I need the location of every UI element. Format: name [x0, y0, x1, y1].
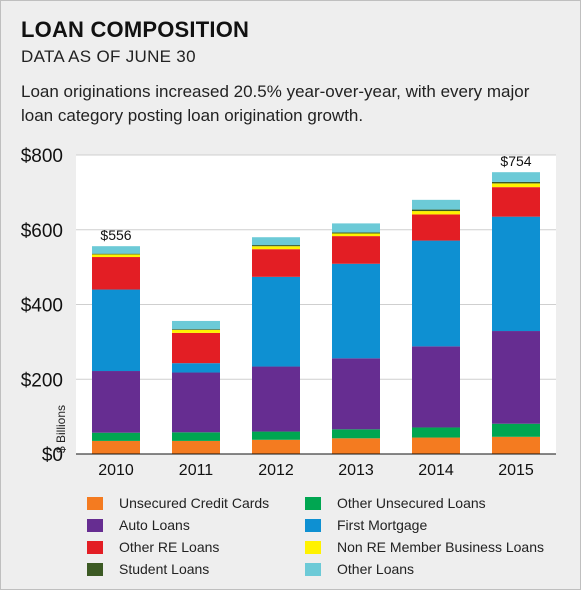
legend-item: Non RE Member Business Loans — [305, 537, 544, 557]
bar-segment-other-unsecured-loans — [412, 427, 460, 438]
bar-segment-first-mortgage — [412, 240, 460, 347]
bar-segment-student-loans — [332, 232, 380, 234]
bars — [92, 172, 540, 454]
x-tick-label: 2013 — [338, 462, 374, 479]
bar-segment-unsecured-credit-cards — [412, 437, 460, 454]
legend-item: Auto Loans — [87, 515, 190, 535]
y-tick-label: $0 — [42, 445, 63, 466]
bar-segment-other-loans — [172, 320, 220, 330]
bar-segment-other-unsecured-loans — [492, 423, 540, 437]
bar-segment-first-mortgage — [252, 276, 300, 367]
chart-description: Loan originations increased 20.5% year-o… — [21, 82, 530, 125]
bar-segment-auto-loans — [492, 331, 540, 424]
legend-label: Non RE Member Business Loans — [337, 539, 544, 555]
legend-label: Other Unsecured Loans — [337, 495, 486, 511]
bar-segment-other-loans — [412, 199, 460, 210]
gridlines — [76, 154, 556, 380]
x-tick-label: 2015 — [498, 462, 534, 479]
bar-segment-auto-loans — [252, 366, 300, 432]
legend-swatch — [87, 540, 103, 554]
legend-label: Auto Loans — [119, 517, 190, 533]
total-label: $754 — [500, 153, 531, 169]
y-tick-label: $200 — [21, 370, 63, 391]
bar-segment-non-re-member-business-loans — [172, 329, 220, 333]
chart-title: LOAN COMPOSITION — [21, 17, 250, 42]
legend-label: Student Loans — [119, 561, 210, 577]
bar-segment-unsecured-credit-cards — [492, 436, 540, 454]
legend-swatch — [87, 562, 103, 576]
y-tick-label: $800 — [21, 146, 63, 167]
legend-item: Unsecured Credit Cards — [87, 493, 269, 513]
y-tick-label: $400 — [21, 296, 63, 317]
bar-segment-first-mortgage — [172, 363, 220, 373]
legend-swatch — [87, 518, 103, 532]
bar-segment-other-unsecured-loans — [172, 432, 220, 441]
bar-segment-auto-loans — [92, 371, 140, 433]
legend-label: Other RE Loans — [119, 539, 220, 555]
bar-segment-non-re-member-business-loans — [412, 211, 460, 215]
x-tick-label: 2011 — [179, 462, 214, 479]
stacked-bar-chart: $0$200$400$600$800 2010 2011 2012 2013 2014 2… — [21, 146, 556, 479]
bar-segment-unsecured-credit-cards — [252, 439, 300, 454]
legend-label: First Mortgage — [337, 517, 428, 533]
legend-swatch — [305, 496, 321, 510]
bar-segment-non-re-member-business-loans — [252, 246, 300, 250]
legend-item: First Mortgage — [305, 515, 427, 535]
bar-segment-non-re-member-business-loans — [492, 183, 540, 188]
y-tick-labels: $0 $200 $400 $600 $800 — [21, 146, 63, 466]
bar-segment-other-unsecured-loans — [332, 429, 380, 439]
legend-swatch — [305, 562, 321, 576]
legend-item: Other RE Loans — [87, 537, 219, 557]
bar-segment-student-loans — [252, 245, 300, 247]
bar-segment-other-loans — [492, 172, 540, 182]
bar-segment-unsecured-credit-cards — [92, 440, 140, 454]
bar-segment-other-re-loans — [172, 332, 220, 364]
legend-item: Student Loans — [87, 559, 209, 579]
bar-segment-student-loans — [172, 329, 220, 330]
bar-segment-other-loans — [252, 237, 300, 246]
bar-segment-student-loans — [412, 209, 460, 212]
x-tick-label: 2010 — [98, 462, 134, 479]
bar-segment-auto-loans — [332, 358, 380, 430]
bar-segment-non-re-member-business-loans — [332, 233, 380, 237]
x-tick-labels: 2010 2011 2012 2013 2014 2015 — [98, 462, 534, 479]
bar-segment-other-re-loans — [492, 187, 540, 217]
bar-segment-other-unsecured-loans — [92, 432, 140, 441]
bar-segment-student-loans — [92, 253, 140, 255]
bar-segment-other-unsecured-loans — [252, 431, 300, 440]
legend-swatch — [305, 540, 321, 554]
legend-item: Other Loans — [305, 559, 414, 579]
bar-segment-other-loans — [92, 246, 140, 254]
bar-segment-auto-loans — [412, 346, 460, 428]
y-axis-label: $ Billions — [54, 405, 68, 453]
bar-segment-other-re-loans — [252, 249, 300, 277]
bar-segment-non-re-member-business-loans — [92, 254, 140, 258]
y-tick-label: $600 — [21, 221, 63, 242]
bar-segment-first-mortgage — [332, 263, 380, 359]
bar-segment-other-re-loans — [332, 236, 380, 264]
bar-segment-other-loans — [332, 223, 380, 233]
total-annotations: $556 $754 — [100, 153, 531, 243]
bar-segment-other-re-loans — [92, 257, 140, 290]
legend-swatch — [305, 518, 321, 532]
legend-item: Other Unsecured Loans — [305, 493, 486, 513]
bar-segment-unsecured-credit-cards — [172, 440, 220, 454]
bar-segment-other-re-loans — [412, 214, 460, 241]
bar-segment-first-mortgage — [492, 216, 540, 332]
x-tick-label: 2012 — [258, 462, 294, 479]
x-tick-label: 2014 — [418, 462, 454, 479]
legend-label: Other Loans — [337, 561, 415, 577]
bar-segment-unsecured-credit-cards — [332, 438, 380, 454]
chart-subtitle: DATA AS OF JUNE 30 — [21, 47, 196, 66]
bar-segment-first-mortgage — [92, 289, 140, 372]
bar-segment-auto-loans — [172, 372, 220, 433]
total-label: $556 — [100, 227, 131, 243]
legend-label: Unsecured Credit Cards — [119, 495, 270, 511]
bar-segment-student-loans — [492, 181, 540, 184]
legend-swatch — [87, 496, 103, 510]
